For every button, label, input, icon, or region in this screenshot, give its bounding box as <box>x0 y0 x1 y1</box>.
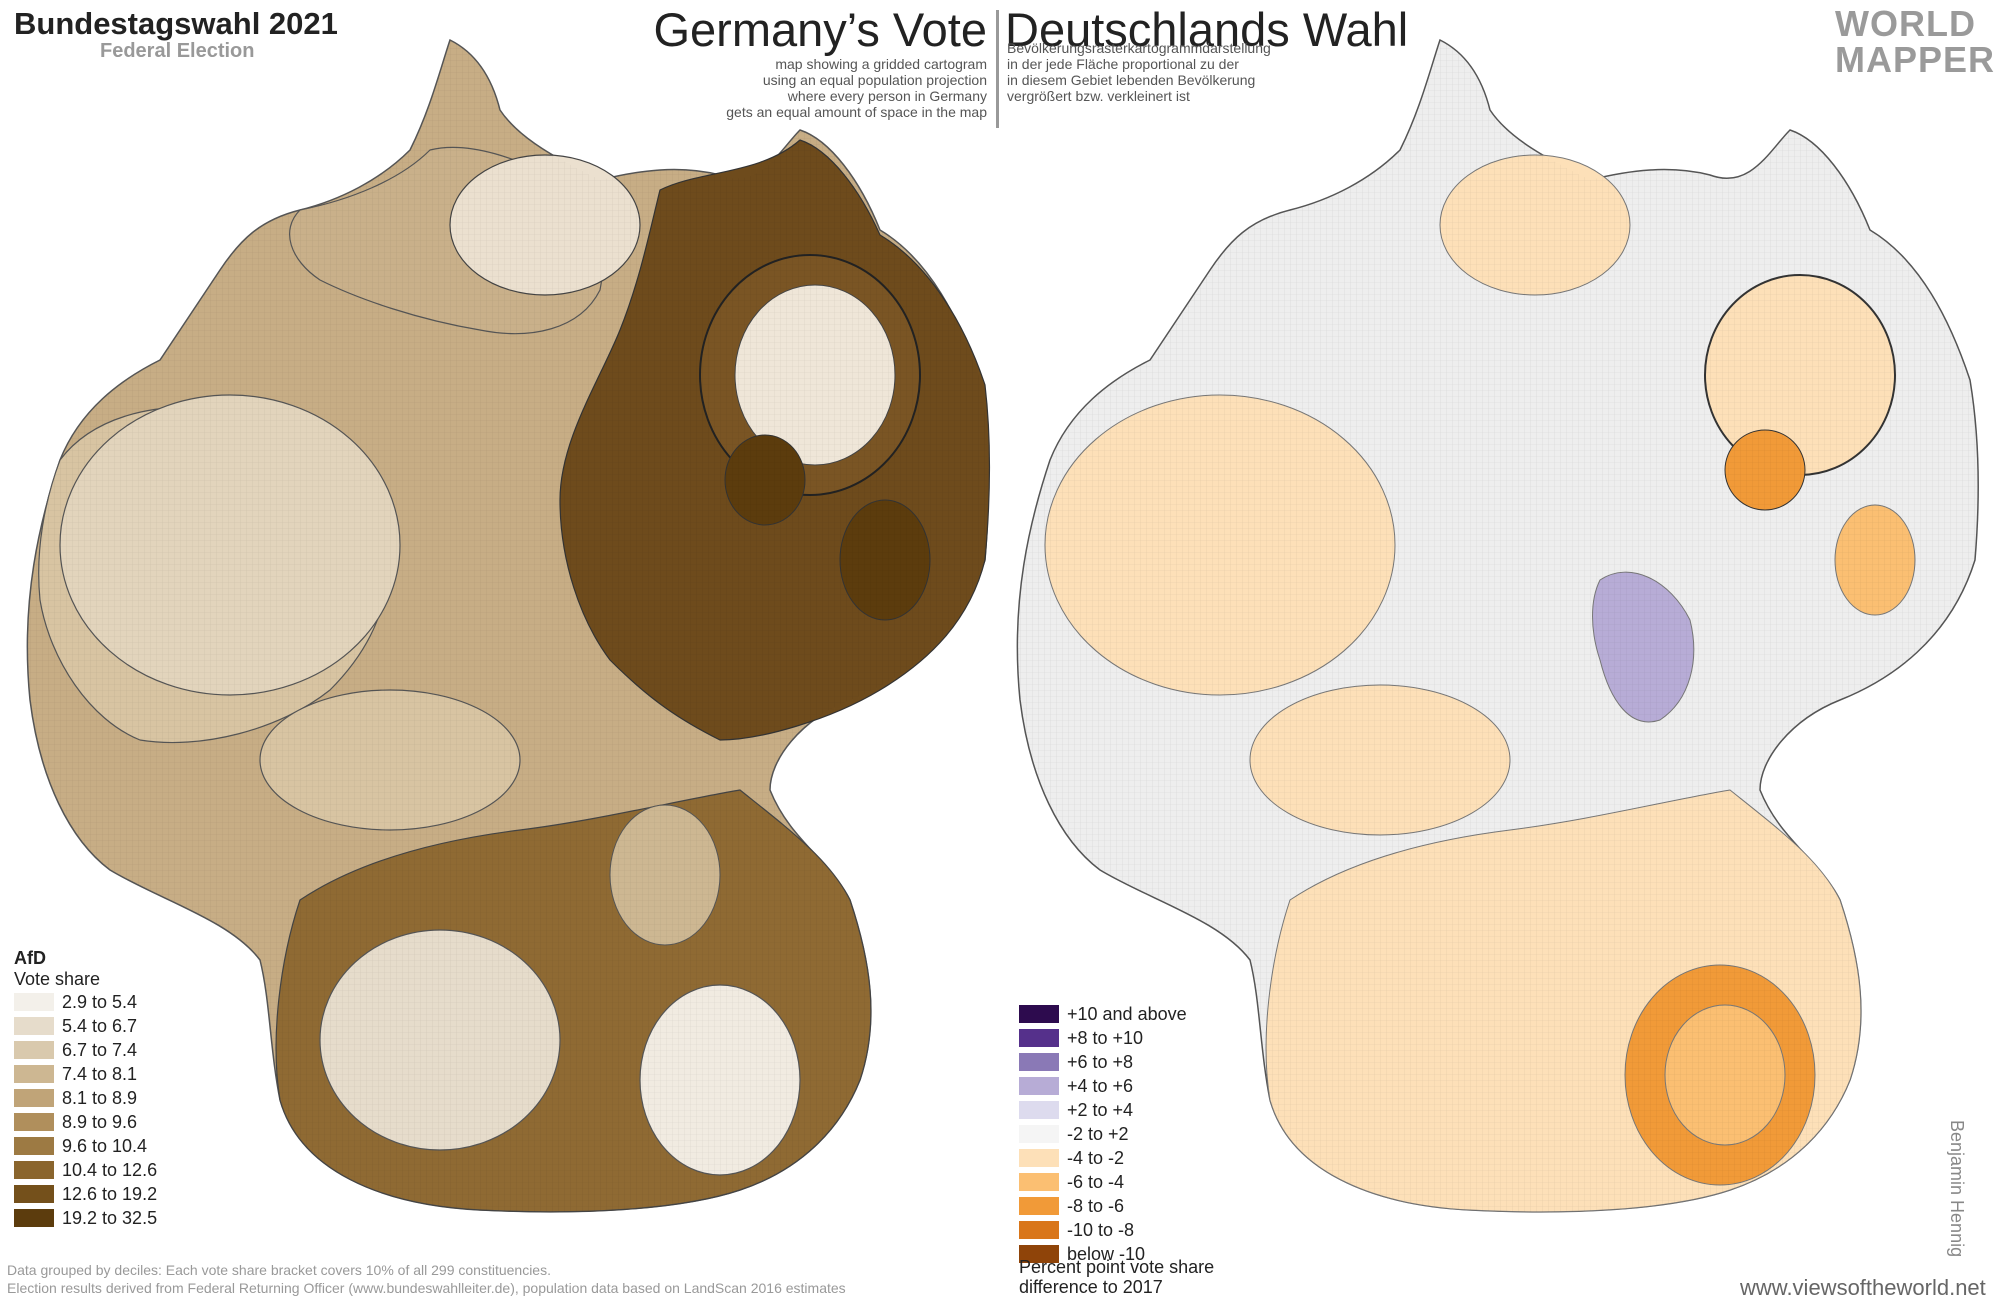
legend-label: +8 to +10 <box>1067 1027 1144 1048</box>
legend-swatch <box>1019 1125 1059 1143</box>
legend-item: -6 to -4 <box>1019 1170 1187 1194</box>
legend-swatch <box>14 1185 54 1203</box>
legend-swatch <box>14 1209 54 1227</box>
legend-swatch <box>14 993 54 1011</box>
description-line: in diesem Gebiet lebenden Bevölkerung <box>1007 72 1256 88</box>
legend-swatch <box>1019 1077 1059 1095</box>
legend-label: below -10 <box>1067 1243 1146 1264</box>
legend-item: 8.9 to 9.6 <box>14 1110 157 1134</box>
legend-label: +4 to +6 <box>1067 1075 1134 1096</box>
description-german: Bevölkerungsrasterkartogrammdarstellung … <box>1007 40 1271 104</box>
legend-swatch <box>1019 1221 1059 1239</box>
legend-label: +10 and above <box>1067 1003 1187 1024</box>
legend-label: 2.9 to 5.4 <box>62 991 138 1012</box>
description-line: in der jede Fläche proportional zu der <box>1007 56 1239 72</box>
map-grid-texture <box>27 40 989 1212</box>
legend-label: -2 to +2 <box>1067 1123 1129 1144</box>
legend-label: 12.6 to 19.2 <box>62 1183 158 1204</box>
legend-swatch <box>14 1041 54 1059</box>
legend-item: -2 to +2 <box>1019 1122 1187 1146</box>
legend-swatch <box>1019 1149 1059 1167</box>
page-title: Bundestagswahl 2021 <box>14 6 338 41</box>
legend-party: AfD <box>14 948 46 968</box>
legend-label: 19.2 to 32.5 <box>62 1207 158 1228</box>
legend-label: 8.9 to 9.6 <box>62 1111 138 1132</box>
legend-swatch <box>14 1017 54 1035</box>
logo-line: MAPPER <box>1835 39 1996 80</box>
map-grid-texture <box>1017 40 1979 1212</box>
legend-label: +6 to +8 <box>1067 1051 1134 1072</box>
legend-item: 9.6 to 10.4 <box>14 1134 157 1158</box>
legend-label: 5.4 to 6.7 <box>62 1015 138 1036</box>
description-line: where every person in Germany <box>787 88 987 104</box>
logo-line: WORLD <box>1835 3 1976 44</box>
footnote-sources: Election results derived from Federal Re… <box>7 1280 846 1296</box>
legend-items: +10 and above +8 to +10 +6 to +8 +4 to +6 +2… <box>1019 1002 1187 1266</box>
description-line: map showing a gridded cartogram <box>775 56 987 72</box>
legend-label: -8 to -6 <box>1067 1195 1125 1216</box>
legend-label: 10.4 to 12.6 <box>62 1159 158 1180</box>
legend-swatch <box>14 1065 54 1083</box>
legend-item: +6 to +8 <box>1019 1050 1187 1074</box>
description-line: Bevölkerungsrasterkartogrammdarstellung <box>1007 40 1271 56</box>
legend-label: 9.6 to 10.4 <box>62 1135 148 1156</box>
legend-swatch <box>14 1137 54 1155</box>
legend-item: -10 to -8 <box>1019 1218 1187 1242</box>
legend-label: 6.7 to 7.4 <box>62 1039 138 1060</box>
legend-items: 2.9 to 5.4 5.4 to 6.7 6.7 to 7.4 7.4 to 8.1… <box>14 990 157 1230</box>
afd-vote-share-map <box>26 38 991 1213</box>
legend-swatch <box>14 1113 54 1131</box>
description-line: using an equal population projection <box>762 72 987 88</box>
legend-item: +10 and above <box>1019 1002 1187 1026</box>
caption-line: Percent point vote share <box>1019 1257 1215 1277</box>
legend-item: +4 to +6 <box>1019 1074 1187 1098</box>
legend-item: 19.2 to 32.5 <box>14 1206 157 1230</box>
legend-item: 12.6 to 19.2 <box>14 1182 157 1206</box>
legend-swatch <box>14 1161 54 1179</box>
description-english: map showing a gridded cartogram using an… <box>726 56 987 120</box>
legend-label: 7.4 to 8.1 <box>62 1063 138 1084</box>
legend-label: -10 to -8 <box>1067 1219 1135 1240</box>
credit-url: www.viewsoftheworld.net <box>1740 1275 1986 1300</box>
caption-line: difference to 2017 <box>1019 1277 1163 1297</box>
legend-item: +8 to +10 <box>1019 1026 1187 1050</box>
legend-label: -6 to -4 <box>1067 1171 1125 1192</box>
legend-item: below -10 <box>1019 1242 1187 1266</box>
page-subtitle: Federal Election <box>100 40 255 62</box>
credit-author: Benjamin Hennig <box>1947 1120 1967 1258</box>
legend-label: -4 to -2 <box>1067 1147 1125 1168</box>
change-legend-caption: Percent point vote share difference to 2… <box>1019 1257 1214 1297</box>
legend-swatch <box>1019 1173 1059 1191</box>
vote-share-legend: AfD Vote share 2.9 to 5.4 5.4 to 6.7 6.7 t… <box>14 948 157 1230</box>
legend-swatch <box>1019 1197 1059 1215</box>
legend-item: -4 to -2 <box>1019 1146 1187 1170</box>
legend-item: -8 to -6 <box>1019 1194 1187 1218</box>
legend-item: 7.4 to 8.1 <box>14 1062 157 1086</box>
change-legend: +10 and above +8 to +10 +6 to +8 +4 to +6 +2… <box>1019 1002 1187 1266</box>
legend-item: 5.4 to 6.7 <box>14 1014 157 1038</box>
center-title-german: Deutschlands Wahl <box>1005 3 1409 56</box>
description-line: vergrößert bzw. verkleinert ist <box>1007 88 1190 104</box>
legend-swatch <box>1019 1101 1059 1119</box>
legend-label: +2 to +4 <box>1067 1099 1134 1120</box>
legend-measure: Vote share <box>14 969 101 989</box>
footnote-data-grouping: Data grouped by deciles: Each vote share… <box>7 1262 551 1278</box>
legend-swatch <box>14 1089 54 1107</box>
legend-swatch <box>1019 1053 1059 1071</box>
worldmapper-logo: WORLD MAPPER <box>1835 6 1995 78</box>
legend-item: 8.1 to 8.9 <box>14 1086 157 1110</box>
title-divider <box>996 10 999 128</box>
legend-item: 6.7 to 7.4 <box>14 1038 157 1062</box>
afd-change-map <box>1016 38 1980 1213</box>
description-line: gets an equal amount of space in the map <box>726 104 987 120</box>
legend-swatch <box>1019 1245 1059 1263</box>
legend-item: +2 to +4 <box>1019 1098 1187 1122</box>
center-title-english: Germany’s Vote <box>653 3 987 56</box>
legend-swatch <box>1019 1005 1059 1023</box>
legend-label: 8.1 to 8.9 <box>62 1087 138 1108</box>
legend-item: 2.9 to 5.4 <box>14 990 157 1014</box>
legend-item: 10.4 to 12.6 <box>14 1158 157 1182</box>
legend-swatch <box>1019 1029 1059 1047</box>
